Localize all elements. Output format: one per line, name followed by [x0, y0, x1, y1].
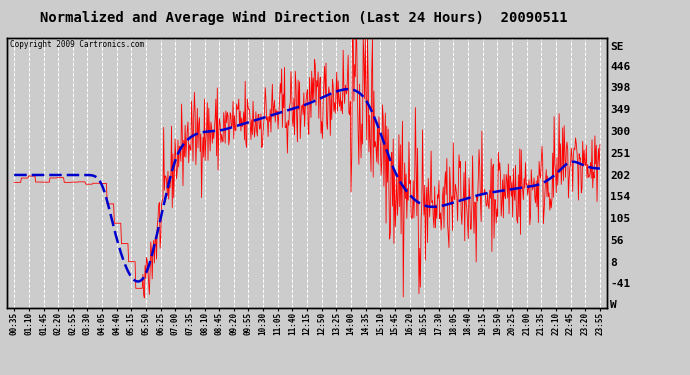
Text: Copyright 2009 Cartronics.com: Copyright 2009 Cartronics.com: [10, 40, 144, 49]
Text: Normalized and Average Wind Direction (Last 24 Hours)  20090511: Normalized and Average Wind Direction (L…: [40, 11, 567, 26]
